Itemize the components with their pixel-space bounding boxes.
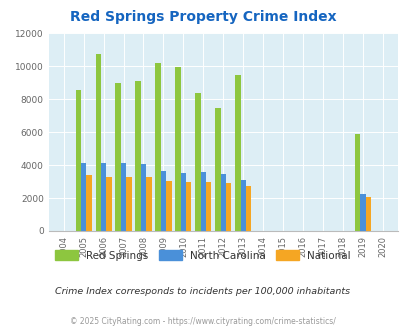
Bar (365, 197, 370, 231)
Bar (75, 90, 81, 231)
Bar (234, 75, 240, 231)
Legend: Red Springs, North Carolina, National: Red Springs, North Carolina, National (51, 246, 354, 265)
Bar (141, 164, 146, 231)
Text: © 2025 CityRating.com - https://www.cityrating.com/crime-statistics/: © 2025 CityRating.com - https://www.city… (70, 317, 335, 326)
Bar (200, 172, 205, 231)
Bar (126, 178, 131, 231)
Bar (135, 81, 141, 231)
Bar (155, 63, 160, 231)
Bar (106, 177, 111, 231)
Bar (220, 174, 226, 231)
Bar (226, 183, 231, 231)
Bar (160, 171, 166, 231)
Bar (81, 163, 86, 231)
Bar (185, 182, 191, 231)
Text: Red Springs Property Crime Index: Red Springs Property Crime Index (70, 10, 335, 24)
Bar (354, 134, 359, 231)
Bar (86, 175, 92, 231)
Bar (359, 194, 365, 231)
Bar (215, 108, 220, 231)
Bar (205, 182, 211, 231)
Bar (146, 178, 151, 231)
Bar (240, 180, 245, 231)
Bar (121, 163, 126, 231)
Bar (245, 186, 251, 231)
Text: Crime Index corresponds to incidents per 100,000 inhabitants: Crime Index corresponds to incidents per… (55, 287, 350, 296)
Bar (180, 173, 185, 231)
Bar (166, 181, 171, 231)
Bar (101, 163, 106, 231)
Bar (95, 54, 101, 231)
Bar (195, 93, 200, 231)
Bar (115, 83, 121, 231)
Bar (175, 67, 180, 231)
